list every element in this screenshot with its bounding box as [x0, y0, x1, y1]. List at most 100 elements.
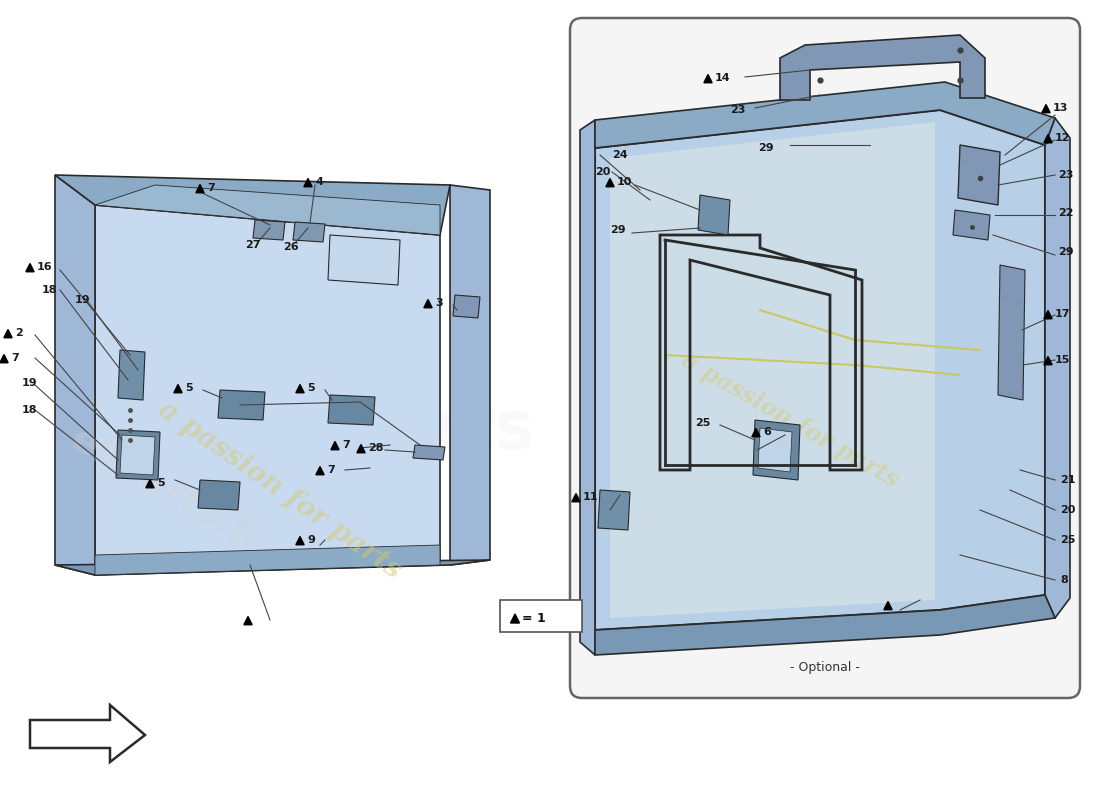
Text: 9: 9: [307, 535, 315, 545]
Text: 19: 19: [75, 295, 90, 305]
Text: 11: 11: [583, 492, 598, 502]
Polygon shape: [1042, 105, 1050, 113]
Polygon shape: [120, 435, 155, 475]
Text: eliparts.fi: eliparts.fi: [64, 420, 266, 560]
Text: 27: 27: [245, 240, 261, 250]
Text: 29: 29: [758, 143, 773, 153]
Polygon shape: [1044, 357, 1052, 365]
Text: eliparts: eliparts: [246, 397, 535, 463]
Polygon shape: [595, 110, 1045, 630]
Polygon shape: [752, 429, 760, 437]
Polygon shape: [1044, 310, 1052, 318]
Polygon shape: [704, 74, 712, 82]
Text: a passion for parts: a passion for parts: [153, 396, 407, 584]
Polygon shape: [412, 445, 446, 460]
Text: 26: 26: [283, 242, 298, 252]
Polygon shape: [55, 175, 450, 235]
Text: 7: 7: [327, 465, 334, 475]
Polygon shape: [118, 350, 145, 400]
Polygon shape: [30, 705, 145, 762]
Text: 15: 15: [1055, 355, 1070, 365]
Text: 10: 10: [617, 177, 632, 187]
Text: = 1: = 1: [522, 611, 546, 625]
Text: 18: 18: [22, 405, 37, 415]
Polygon shape: [316, 466, 324, 474]
Polygon shape: [95, 205, 440, 575]
Text: - Optional -: - Optional -: [790, 662, 860, 674]
Text: 18: 18: [42, 285, 57, 295]
Polygon shape: [698, 195, 730, 235]
Polygon shape: [196, 185, 205, 193]
Polygon shape: [453, 295, 480, 318]
Polygon shape: [953, 210, 990, 240]
Text: 16: 16: [37, 262, 53, 272]
Polygon shape: [218, 390, 265, 420]
Text: 17: 17: [1055, 309, 1070, 319]
Text: 2: 2: [15, 328, 23, 338]
Polygon shape: [606, 178, 614, 186]
Polygon shape: [95, 185, 440, 235]
Polygon shape: [595, 82, 1055, 148]
Polygon shape: [55, 175, 95, 575]
Text: 20: 20: [595, 167, 610, 177]
Text: 5: 5: [185, 383, 192, 393]
Polygon shape: [244, 617, 252, 625]
Polygon shape: [1044, 134, 1052, 142]
Polygon shape: [754, 420, 800, 480]
Polygon shape: [95, 545, 440, 575]
Polygon shape: [595, 595, 1055, 655]
Polygon shape: [780, 35, 984, 100]
Polygon shape: [55, 560, 490, 575]
Polygon shape: [450, 185, 490, 565]
Text: 7: 7: [342, 440, 350, 450]
Text: 20: 20: [1060, 505, 1076, 515]
Polygon shape: [1045, 118, 1070, 618]
Polygon shape: [293, 222, 324, 242]
Text: 21: 21: [1060, 475, 1076, 485]
Polygon shape: [26, 263, 34, 272]
Text: 28: 28: [368, 443, 384, 453]
Polygon shape: [0, 354, 8, 362]
Text: 22: 22: [1058, 208, 1074, 218]
Polygon shape: [572, 494, 580, 502]
Text: 29: 29: [1058, 247, 1074, 257]
Text: 5: 5: [307, 383, 315, 393]
Polygon shape: [331, 442, 339, 450]
Text: 3: 3: [434, 298, 442, 308]
Polygon shape: [580, 120, 595, 655]
Polygon shape: [958, 145, 1000, 205]
Text: 23: 23: [1058, 170, 1074, 180]
Polygon shape: [510, 614, 519, 623]
Text: 25: 25: [695, 418, 711, 428]
Text: a passion for parts: a passion for parts: [678, 348, 903, 492]
Polygon shape: [424, 299, 432, 308]
Text: 5: 5: [157, 478, 165, 488]
Polygon shape: [174, 385, 183, 393]
Polygon shape: [304, 178, 312, 186]
Polygon shape: [4, 330, 12, 338]
Polygon shape: [356, 445, 365, 453]
Text: 7: 7: [207, 183, 215, 193]
Polygon shape: [116, 430, 160, 480]
Text: 12: 12: [1055, 133, 1070, 143]
Polygon shape: [998, 265, 1025, 400]
Polygon shape: [758, 428, 792, 472]
Polygon shape: [146, 479, 154, 488]
Polygon shape: [198, 480, 240, 510]
Text: 29: 29: [610, 225, 626, 235]
Text: 19: 19: [22, 378, 37, 388]
Text: 7: 7: [11, 353, 19, 363]
Polygon shape: [296, 385, 304, 393]
Polygon shape: [296, 537, 304, 545]
Text: 14: 14: [715, 73, 730, 83]
Text: 8: 8: [1060, 575, 1068, 585]
Text: 6: 6: [763, 427, 771, 437]
Polygon shape: [884, 602, 892, 610]
Text: 24: 24: [612, 150, 628, 160]
Text: 25: 25: [1060, 535, 1076, 545]
Polygon shape: [328, 235, 400, 285]
Polygon shape: [610, 122, 935, 618]
Polygon shape: [328, 395, 375, 425]
Polygon shape: [598, 490, 630, 530]
Text: 23: 23: [730, 105, 746, 115]
